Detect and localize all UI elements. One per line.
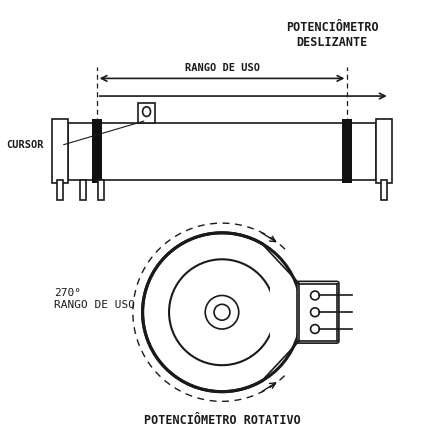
Bar bbox=[56, 180, 63, 200]
FancyBboxPatch shape bbox=[377, 120, 392, 183]
Bar bbox=[92, 120, 102, 183]
Text: CURSOR: CURSOR bbox=[6, 141, 44, 151]
Bar bbox=[80, 180, 86, 200]
Bar bbox=[342, 120, 352, 183]
Bar bbox=[98, 180, 104, 200]
FancyBboxPatch shape bbox=[138, 103, 155, 122]
Text: 270°
RANGO DE USO: 270° RANGO DE USO bbox=[54, 288, 135, 310]
Text: POTENCIÔMETRO
DESLIZANTE: POTENCIÔMETRO DESLIZANTE bbox=[286, 21, 379, 49]
Text: POTENCIÔMETRO ROTATIVO: POTENCIÔMETRO ROTATIVO bbox=[143, 414, 301, 427]
Text: RANGO DE USO: RANGO DE USO bbox=[185, 63, 259, 73]
FancyBboxPatch shape bbox=[67, 122, 377, 180]
Bar bbox=[381, 180, 388, 200]
FancyBboxPatch shape bbox=[52, 120, 67, 183]
FancyBboxPatch shape bbox=[297, 281, 339, 343]
Ellipse shape bbox=[143, 107, 151, 116]
Bar bbox=[270, 281, 292, 343]
